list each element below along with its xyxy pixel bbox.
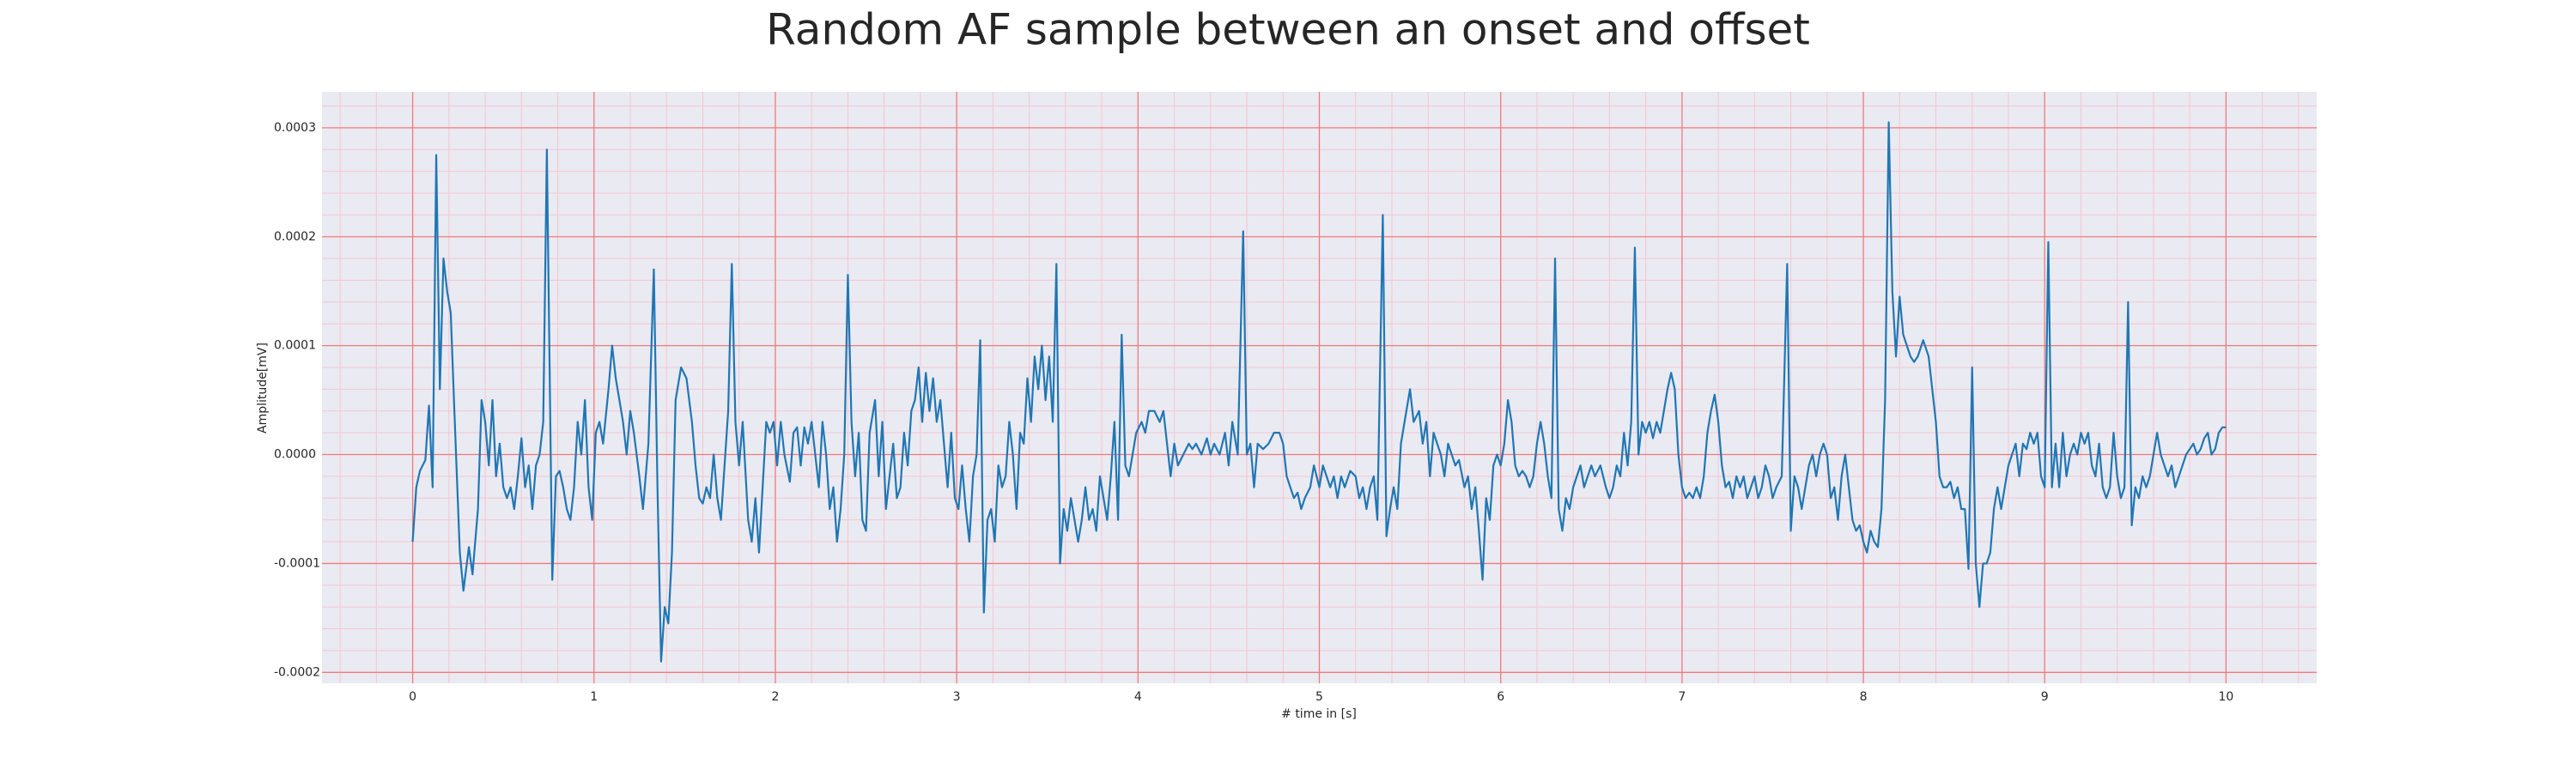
x-tick-label: 4: [1134, 690, 1142, 704]
y-tick-label: -0.0002: [274, 665, 320, 679]
y-tick-label: 0.0002: [274, 230, 316, 244]
y-tick-label: 0.0000: [274, 448, 316, 462]
x-tick-label: 9: [2041, 690, 2049, 704]
x-tick-label: 2: [771, 690, 779, 704]
y-axis-label: Amplitude[mV]: [256, 343, 270, 433]
x-tick-label: 3: [953, 690, 961, 704]
y-tick-label: -0.0001: [274, 556, 320, 570]
x-tick-label: 7: [1678, 690, 1686, 704]
x-tick-label: 8: [1860, 690, 1868, 704]
x-tick-label: 10: [2218, 690, 2233, 704]
x-tick-label: 6: [1497, 690, 1504, 704]
chart-title: Random AF sample between an onset and of…: [766, 5, 1810, 55]
y-tick-label: 0.0001: [274, 339, 316, 353]
y-tick-label: 0.0003: [274, 121, 316, 135]
signal-line: [411, 121, 2227, 663]
x-tick-label: 0: [409, 690, 416, 704]
x-tick-label: 5: [1315, 690, 1323, 704]
x-tick-label: 1: [590, 690, 598, 704]
x-axis-label: # time in [s]: [1281, 707, 1357, 721]
